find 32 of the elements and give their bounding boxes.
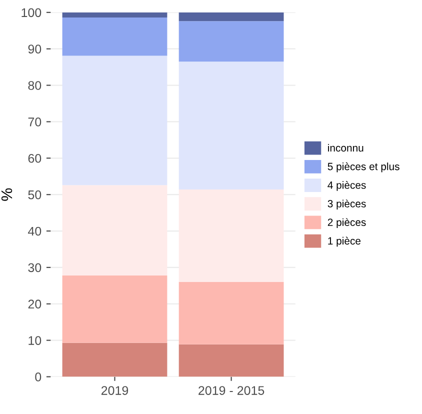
y-tick-label: 20 (28, 300, 42, 309)
x-tick-label: 2019 (101, 386, 128, 395)
legend-label: 5 pièces et plus (328, 162, 400, 172)
bar (178, 344, 284, 377)
bar (62, 56, 168, 186)
legend-label: 3 pièces (328, 200, 366, 210)
legend-label: 1 pièce (328, 236, 361, 247)
y-tick-label: 60 (28, 154, 42, 163)
y-tick-label: 10 (28, 336, 42, 345)
bar (62, 18, 168, 56)
y-axis-title: % (1, 188, 12, 201)
bar (178, 12, 284, 22)
bar (178, 21, 284, 62)
bar (178, 189, 284, 282)
bar (62, 342, 168, 377)
y-tick-label: 90 (28, 44, 42, 54)
bar (62, 275, 168, 343)
bar (178, 282, 284, 344)
bar (178, 62, 284, 190)
legend-label: 2 pièces (328, 218, 366, 228)
bar (62, 185, 168, 276)
y-tick-label: 0 (35, 372, 42, 382)
y-tick-label: 100 (22, 8, 42, 18)
y-tick-label: 40 (28, 226, 42, 236)
y-tick-label: 70 (28, 118, 42, 126)
legend-label: inconnu (328, 144, 364, 152)
x-tick-label: 2019 - 2015 (198, 386, 264, 395)
legend-label: 4 pièces (328, 181, 366, 191)
y-tick-label: 50 (28, 190, 42, 200)
bar (62, 12, 168, 18)
y-tick-label: 30 (28, 263, 42, 272)
y-tick-label: 80 (28, 81, 42, 90)
